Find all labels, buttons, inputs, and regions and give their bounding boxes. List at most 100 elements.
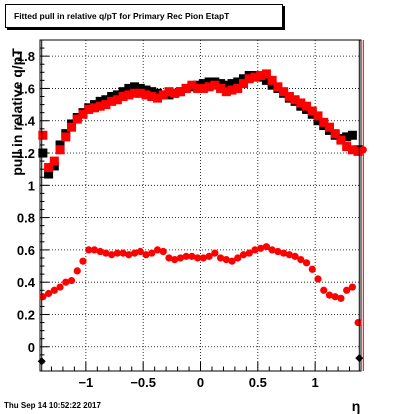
data-point bbox=[55, 145, 65, 155]
data-point bbox=[90, 246, 99, 254]
data-point bbox=[119, 249, 127, 257]
data-point bbox=[124, 90, 134, 100]
data-point bbox=[308, 265, 316, 273]
grid-layer bbox=[40, 40, 361, 371]
data-point bbox=[159, 247, 167, 256]
data-point bbox=[297, 255, 305, 264]
data-point bbox=[107, 92, 117, 102]
x-tick-label: 1 bbox=[312, 375, 319, 390]
y-tick-label: 1.2 bbox=[17, 146, 35, 161]
data-point bbox=[61, 132, 71, 142]
data-point bbox=[188, 252, 196, 260]
data-point bbox=[107, 96, 117, 106]
data-point bbox=[38, 148, 48, 158]
data-point bbox=[147, 92, 157, 102]
data-point bbox=[67, 122, 77, 132]
data-point bbox=[198, 83, 208, 93]
data-point bbox=[187, 80, 197, 90]
data-point bbox=[355, 354, 364, 363]
data-point bbox=[130, 249, 139, 257]
data-point bbox=[267, 75, 277, 85]
data-point bbox=[239, 251, 248, 259]
y-tick-label: 1 bbox=[28, 178, 35, 193]
data-point bbox=[89, 103, 99, 113]
data-point bbox=[233, 83, 243, 93]
data-point bbox=[302, 101, 312, 111]
data-point bbox=[44, 169, 54, 179]
data-point bbox=[228, 257, 236, 265]
data-point bbox=[182, 252, 190, 260]
data-point bbox=[72, 114, 82, 124]
data-point bbox=[211, 249, 219, 257]
data-point bbox=[95, 96, 105, 106]
data-point bbox=[142, 251, 150, 259]
data-point bbox=[274, 247, 282, 256]
data-point bbox=[141, 85, 151, 95]
data-point bbox=[153, 246, 162, 254]
data-point bbox=[233, 77, 243, 87]
data-point bbox=[238, 74, 248, 84]
tick-labels: −1 −0.5 0 0.5 1 0 0.2 0.4 0.6 0.8 1 1.2 1.4 1.6 1.8 bbox=[17, 49, 319, 390]
data-point bbox=[37, 357, 46, 366]
data-point bbox=[39, 293, 47, 301]
data-point bbox=[199, 254, 207, 262]
data-point bbox=[67, 276, 76, 285]
data-point bbox=[108, 251, 116, 259]
data-point bbox=[330, 129, 340, 139]
data-point bbox=[198, 79, 208, 89]
data-point bbox=[273, 82, 283, 92]
tick-marks bbox=[39, 39, 362, 372]
data-point bbox=[353, 146, 363, 156]
data-point bbox=[141, 90, 151, 100]
data-point bbox=[176, 254, 185, 262]
data-point bbox=[56, 283, 64, 291]
y-tick-label: 0.4 bbox=[17, 275, 36, 290]
data-point bbox=[78, 109, 88, 119]
data-point bbox=[44, 289, 53, 298]
data-point bbox=[158, 90, 168, 100]
data-point bbox=[337, 294, 345, 302]
data-point bbox=[296, 98, 306, 108]
data-point bbox=[251, 246, 259, 254]
data-point bbox=[84, 104, 94, 114]
data-point bbox=[135, 83, 145, 93]
data-point bbox=[324, 122, 334, 132]
data-point bbox=[204, 82, 214, 92]
data-point bbox=[216, 254, 225, 262]
data-point bbox=[354, 318, 362, 327]
data-point bbox=[44, 163, 54, 173]
data-point bbox=[101, 100, 111, 110]
data-point bbox=[118, 92, 128, 102]
data-point bbox=[347, 145, 357, 155]
data-point bbox=[284, 92, 294, 102]
data-point bbox=[95, 101, 105, 111]
data-point bbox=[313, 116, 323, 126]
data-point bbox=[165, 254, 173, 262]
data-point bbox=[50, 286, 58, 294]
data-point bbox=[342, 132, 352, 142]
data-point bbox=[85, 246, 93, 254]
data-point bbox=[210, 80, 220, 90]
data-point bbox=[314, 275, 322, 283]
data-point bbox=[348, 283, 357, 291]
data-point bbox=[221, 87, 231, 97]
data-point bbox=[250, 72, 260, 82]
data-point bbox=[280, 249, 288, 257]
data-point bbox=[268, 246, 276, 254]
data-point bbox=[222, 255, 230, 264]
data-point bbox=[164, 87, 174, 97]
data-point bbox=[342, 142, 352, 152]
chart-title-box: Fitted pull in relative q/pT for Primary… bbox=[5, 4, 283, 28]
data-point bbox=[313, 111, 323, 121]
x-tick-label: −0.5 bbox=[130, 375, 156, 390]
data-point bbox=[147, 87, 157, 97]
data-point bbox=[320, 286, 328, 294]
data-point bbox=[113, 249, 121, 257]
data-point bbox=[124, 83, 134, 93]
data-point bbox=[153, 88, 163, 98]
data-point bbox=[130, 88, 140, 98]
data-point bbox=[261, 75, 271, 85]
data-point bbox=[216, 79, 226, 89]
data-point bbox=[193, 83, 203, 93]
